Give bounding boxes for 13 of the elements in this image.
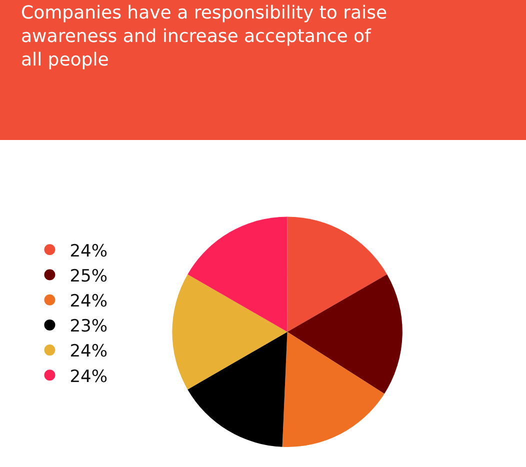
legend-label: 24% (70, 366, 108, 387)
pie-slice (287, 274, 402, 394)
legend-label: 23% (70, 316, 108, 337)
pie-slice (287, 216, 387, 332)
chart-title: Companies have a responsibility to raise awareness and increase acceptance of all people (21, 2, 388, 70)
legend-label: 24% (70, 241, 108, 262)
pie-slice (172, 274, 288, 390)
legend-label: 25% (70, 266, 108, 286)
pie-slice (188, 332, 288, 447)
legend-label: 24% (70, 291, 108, 312)
pie-slice (282, 332, 384, 447)
pie-slice (188, 216, 288, 332)
legend-label: 24% (70, 342, 108, 362)
